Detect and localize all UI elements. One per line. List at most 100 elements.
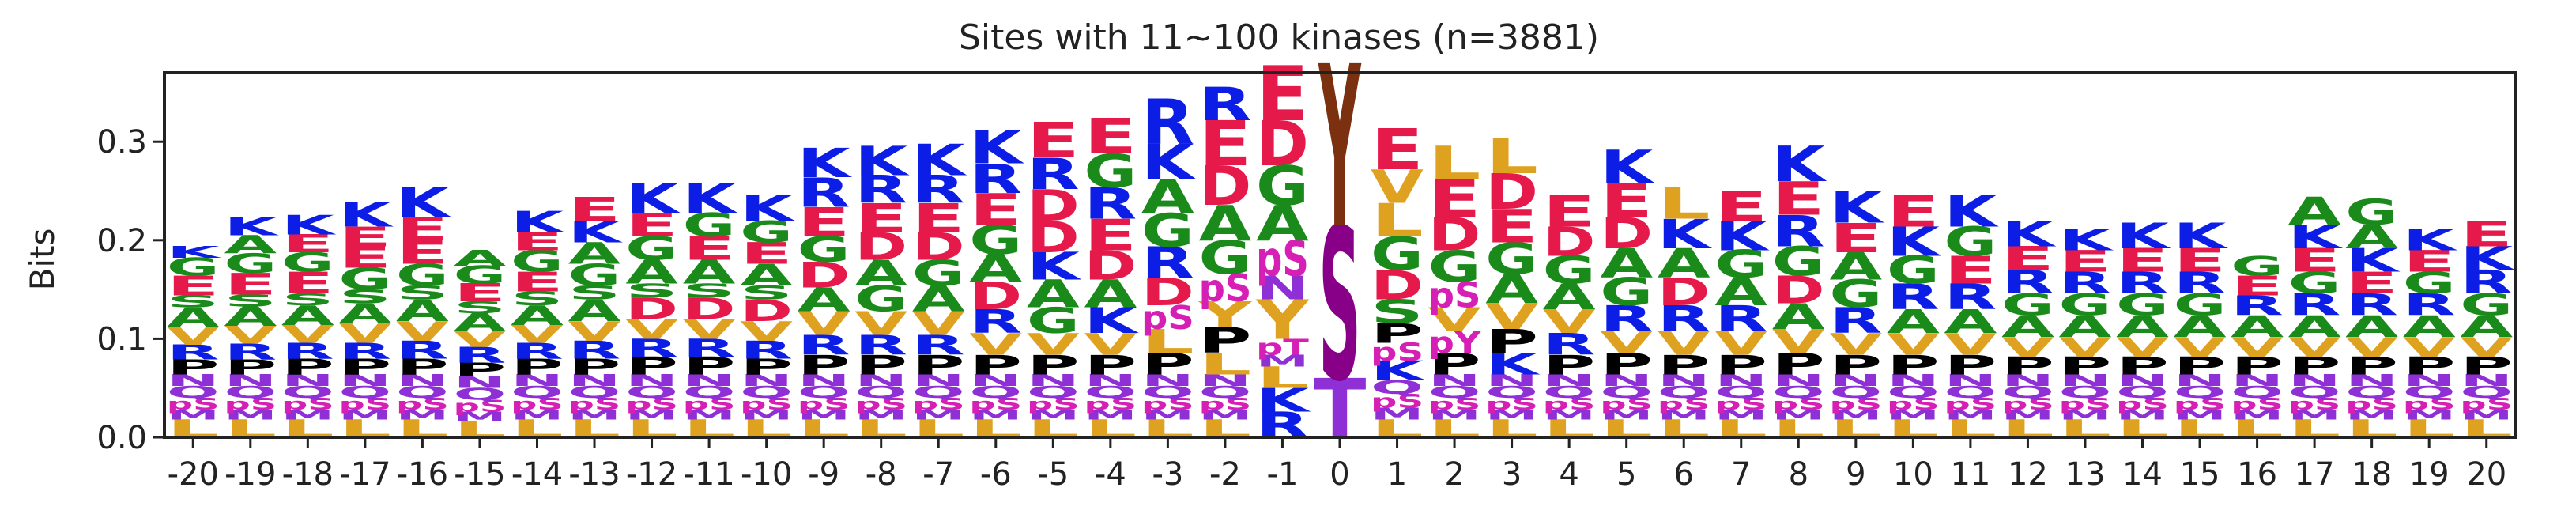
x-axis-ticks: -20 -19 -18 -17 -16 -15 -14 -13 -12 -11 -10 -9 -8 -7-… [168, 437, 2506, 493]
logo-letter: E [1543, 186, 1596, 236]
logo-letter: G [396, 258, 449, 293]
x-tick-label: 11 [1950, 456, 1990, 493]
logo-letter: A [854, 253, 907, 294]
logo-letter: R [1829, 300, 1882, 342]
logo-letter: E [2460, 213, 2513, 255]
logo-letter: G [1543, 249, 1596, 293]
logo-letter: M [1714, 407, 1767, 423]
logo-letter: E [2059, 244, 2112, 279]
logo-letter: P [2174, 352, 2227, 380]
logo-letter: N [740, 371, 793, 390]
logo-letter: R [969, 156, 1022, 203]
logo-letter: R [339, 338, 392, 364]
logo-letter: A [511, 300, 564, 331]
logo-letter: V [568, 316, 621, 347]
logo-letter: P [2288, 352, 2341, 380]
logo-letter: pS [1772, 395, 1825, 414]
logo-letter: D [1371, 262, 1424, 309]
logo-letter: E [1772, 172, 1825, 226]
logo-letter: V [454, 327, 507, 352]
x-tick-label: 20 [2466, 456, 2506, 493]
logo-letter: pS [1887, 395, 1940, 414]
logo-letter: V [511, 321, 564, 349]
logo-letter: K [912, 135, 967, 186]
logo-letter: R [1772, 206, 1825, 256]
logo-letter: N [339, 371, 392, 390]
logo-letter: Q [1371, 376, 1424, 399]
logo-letter: R [454, 342, 507, 368]
logo-letter: V [1944, 327, 1997, 361]
logo-letter: K [740, 188, 795, 229]
logo-letter: Q [568, 383, 621, 402]
logo-glyph-layer: LMpSQNPRVASEGKLMpSQNPRVASEGAKLMpSQNPRVAS… [167, 19, 2515, 457]
logo-letter: R [854, 168, 907, 213]
logo-letter: M [1658, 407, 1710, 423]
logo-letter: P [224, 355, 277, 379]
logo-letter: R [2116, 266, 2169, 300]
logo-letter: V [2403, 332, 2456, 363]
logo-letter: V [1658, 324, 1710, 362]
x-tick-label: -4 [1095, 456, 1126, 493]
logo-letter: pS [1371, 390, 1424, 412]
logo-letter: A [969, 247, 1022, 291]
logo-letter: A [1714, 270, 1767, 315]
logo-letter: M [1829, 407, 1882, 423]
x-tick-label: 7 [1731, 456, 1751, 493]
logo-letter: V [339, 318, 392, 349]
logo-letter: A [224, 301, 277, 332]
logo-letter: M [1371, 405, 1424, 424]
logo-letter: K [224, 213, 279, 241]
logo-letter: pS [1428, 395, 1481, 414]
logo-letter: K [969, 121, 1024, 175]
logo-letter: V [281, 321, 334, 349]
logo-letter: V [1371, 161, 1424, 214]
logo-letter: pS [454, 397, 507, 416]
logo-letter: pS [339, 395, 392, 414]
logo-letter: L [1199, 346, 1252, 381]
logo-letter: pY [1428, 325, 1482, 360]
logo-letter: E [1084, 210, 1137, 260]
logo-letter: A [2403, 309, 2456, 344]
logo-letter: E [1600, 175, 1653, 229]
logo-letter: M [281, 407, 334, 423]
logo-letter: K [1714, 213, 1770, 260]
logo-letter: G [281, 247, 334, 278]
logo-letter: Q [1428, 383, 1481, 402]
logo-letter: S [167, 292, 220, 311]
logo-letter: A [2059, 309, 2112, 344]
logo-letter: A [568, 236, 621, 271]
logo-letter: R [969, 303, 1022, 341]
logo-letter: V [2345, 332, 2398, 363]
logo-letter: pS [854, 395, 907, 414]
logo-letter: Q [1084, 383, 1137, 402]
logo-letter: Q [1199, 383, 1252, 402]
logo-letter: V [2460, 332, 2513, 363]
logo-letter: pS [2403, 395, 2456, 414]
logo-letter: P [1829, 350, 1882, 380]
logo-letter: A [281, 300, 334, 331]
logo-letter: V [625, 314, 678, 345]
logo-letter: A [2288, 309, 2341, 344]
logo-letter: V [2231, 332, 2284, 363]
logo-letter: N [224, 371, 277, 390]
logo-letter: M [683, 407, 736, 423]
logo-letter: E [454, 279, 507, 307]
logo-letter: A [1658, 240, 1710, 288]
logo-letter: E [969, 184, 1022, 235]
logo-letter: N [2460, 371, 2513, 390]
logo-letter: N [511, 371, 564, 390]
logo-letter: V [969, 327, 1022, 361]
x-tick-label: -20 [168, 456, 219, 493]
logo-letter: R [1658, 298, 1710, 339]
logo-letter: G [740, 214, 793, 249]
logo-letter: pS [167, 395, 220, 414]
logo-letter: A [1199, 196, 1252, 252]
logo-letter: N [1887, 371, 1940, 390]
logo-letter: M [2116, 407, 2169, 423]
logo-letter: V [2059, 332, 2112, 363]
logo-letter: R [568, 336, 621, 364]
logo-letter: G [2345, 192, 2398, 233]
logo-letter: pS [1944, 395, 1997, 414]
logo-letter: R [1714, 298, 1767, 339]
logo-letter: K [1084, 300, 1139, 342]
